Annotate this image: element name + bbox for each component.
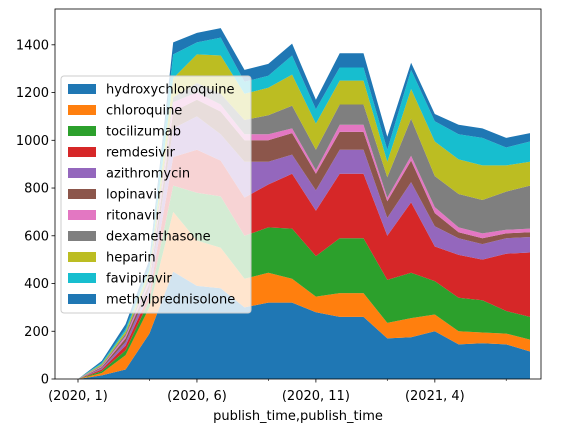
legend-swatch-methylprednisolone bbox=[68, 294, 96, 304]
axes: 0 200 400 600 800 1000 1200 1400 (2020, 1) (2020,… bbox=[16, 8, 542, 404]
legend-label-favipiravir: favipiravir bbox=[106, 272, 172, 287]
legend-label-heparin: heparin bbox=[106, 251, 156, 266]
legend-swatch-chloroquine bbox=[68, 105, 96, 115]
legend-swatch-ritonavir bbox=[68, 210, 96, 220]
legend-swatch-favipiravir bbox=[68, 273, 96, 283]
legend-frame bbox=[60, 75, 252, 314]
y-tick-label: 0 bbox=[41, 373, 49, 388]
x-tick-label: (2020, 1) bbox=[48, 389, 108, 404]
legend-swatch-lopinavir bbox=[68, 189, 96, 199]
x-tick-label: (2020, 11) bbox=[282, 389, 350, 404]
legend-label-hydroxychloroquine: hydroxychloroquine bbox=[106, 83, 235, 98]
area-tocilizumab bbox=[78, 185, 530, 379]
legend-label-azithromycin: azithromycin bbox=[106, 167, 190, 182]
y-tick-label: 200 bbox=[24, 325, 49, 340]
area-remdesivir bbox=[78, 149, 530, 379]
area-layers bbox=[78, 28, 530, 380]
legend-label-tocilizumab: tocilizumab bbox=[106, 125, 181, 140]
legend-label-dexamethasone: dexamethasone bbox=[106, 230, 211, 245]
legend: hydroxychloroquine chloroquine tocilizumab… bbox=[60, 75, 252, 314]
legend-label-methylprednisolone: methylprednisolone bbox=[106, 293, 235, 308]
legend-label-ritonavir: ritonavir bbox=[106, 209, 162, 224]
legend-swatch-remdesivir bbox=[68, 147, 96, 157]
y-tick-label: 400 bbox=[24, 277, 49, 292]
legend-swatch-hydroxychloroquine bbox=[68, 84, 96, 94]
x-tick-label: (2021, 4) bbox=[405, 389, 465, 404]
legend-swatch-heparin bbox=[68, 252, 96, 262]
plot-frame bbox=[54, 8, 542, 380]
area-lopinavir bbox=[78, 99, 530, 379]
y-tick-label: 600 bbox=[24, 229, 49, 244]
legend-label-remdesivir: remdesivir bbox=[106, 146, 176, 161]
area-ritonavir bbox=[78, 92, 530, 379]
y-tick-label: 1200 bbox=[16, 86, 49, 101]
y-tick-label: 800 bbox=[24, 182, 49, 197]
area-azithromycin bbox=[78, 116, 530, 380]
area-dexamethasone bbox=[78, 83, 530, 379]
legend-swatch-tocilizumab bbox=[68, 126, 96, 136]
y-tick-label: 1400 bbox=[16, 38, 49, 53]
legend-swatch-azithromycin bbox=[68, 168, 96, 178]
area-heparin bbox=[78, 54, 530, 380]
legend-swatch-dexamethasone bbox=[68, 231, 96, 241]
x-tick-label: (2020, 6) bbox=[167, 389, 227, 404]
legend-label-chloroquine: chloroquine bbox=[106, 104, 182, 119]
y-tick-label: 1000 bbox=[16, 134, 49, 149]
legend-label-lopinavir: lopinavir bbox=[106, 188, 163, 203]
x-axis-title: publish_time,publish_time bbox=[213, 409, 383, 424]
